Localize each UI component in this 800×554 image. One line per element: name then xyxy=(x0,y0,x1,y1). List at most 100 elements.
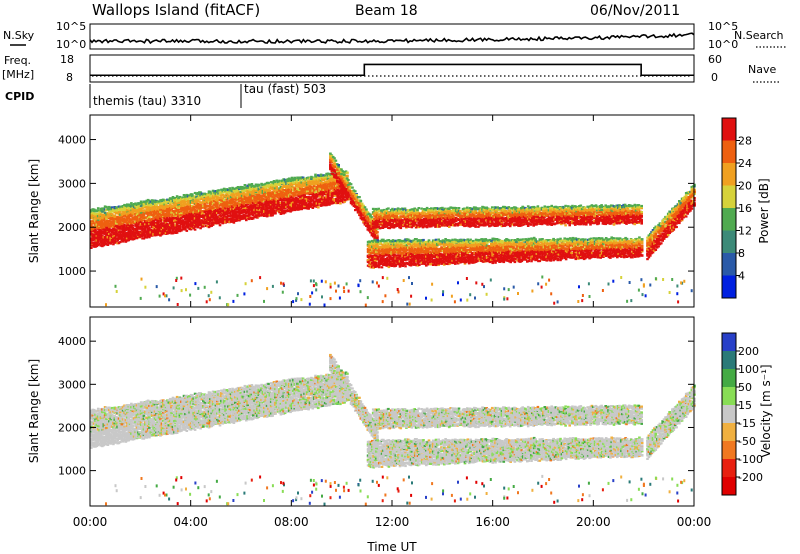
echo-cell xyxy=(167,218,171,221)
echo-cell xyxy=(121,212,125,215)
echo-cell xyxy=(102,218,106,221)
echo-cell xyxy=(166,218,169,221)
echo-cell xyxy=(119,235,122,238)
echo-cell xyxy=(153,229,157,232)
freq-panel xyxy=(89,54,695,83)
echo-cell xyxy=(90,223,93,226)
echo-cell xyxy=(105,233,108,236)
echo-cell xyxy=(167,210,171,213)
echo-cell xyxy=(130,202,133,205)
echo-cell xyxy=(185,220,189,223)
echo-cell xyxy=(130,222,133,225)
echo-cell xyxy=(141,225,144,228)
echo-cell xyxy=(160,219,164,222)
echo-cell xyxy=(186,218,190,221)
echo-cell xyxy=(202,225,205,228)
echo-cell xyxy=(109,236,112,239)
echo-cell xyxy=(105,224,108,227)
echo-cell xyxy=(175,211,179,215)
echo-cell xyxy=(144,221,147,224)
echo-cell xyxy=(141,211,144,214)
echo-cell xyxy=(160,214,164,217)
echo-cell xyxy=(167,208,171,211)
echo-cell xyxy=(167,198,171,201)
echo-cell xyxy=(109,213,112,216)
echo-cell xyxy=(95,235,99,239)
echo-cell xyxy=(108,241,111,244)
echo-cell xyxy=(108,239,111,242)
echo-cell xyxy=(171,210,175,213)
echo-cell xyxy=(180,221,183,224)
echo-cell xyxy=(132,217,136,220)
echo-cell xyxy=(109,228,112,231)
echo-cell xyxy=(126,219,129,222)
echo-cell xyxy=(126,237,129,240)
echo-cell xyxy=(131,224,135,227)
echo-cell xyxy=(95,218,99,221)
echo-cell xyxy=(113,232,117,235)
echo-cell xyxy=(121,208,125,212)
echo-cell xyxy=(113,239,117,242)
echo-cell xyxy=(99,241,103,244)
echo-cell xyxy=(305,190,309,193)
echo-cell xyxy=(171,205,175,208)
echo-cell xyxy=(182,222,186,225)
echo-cell xyxy=(124,221,128,224)
echo-cell xyxy=(112,220,115,223)
echo-cell xyxy=(162,202,165,205)
echo-cell xyxy=(109,210,112,213)
echo-cell xyxy=(112,236,115,239)
echo-cell xyxy=(96,220,100,223)
echo-cell xyxy=(114,215,118,218)
echo-cell xyxy=(142,217,146,220)
echo-cell xyxy=(153,209,157,213)
echo-cell xyxy=(167,227,171,230)
echo-cell xyxy=(131,230,135,233)
echo-cell xyxy=(117,242,121,245)
echo-cell xyxy=(127,234,130,237)
echo-cell xyxy=(135,211,139,214)
echo-cell xyxy=(159,213,162,217)
echo-cell xyxy=(90,216,93,219)
echo-cell xyxy=(112,217,115,220)
echo-cell xyxy=(109,233,112,236)
echo-cell xyxy=(106,224,110,227)
echo-cell xyxy=(275,185,279,188)
echo-cell xyxy=(138,202,141,205)
echo-cell xyxy=(92,243,96,246)
echo-cell xyxy=(134,217,137,220)
echo-cell xyxy=(185,203,189,206)
echo-cell xyxy=(185,225,189,228)
echo-cell xyxy=(121,225,125,228)
echo-cell xyxy=(108,217,111,220)
echo-cell xyxy=(173,203,176,206)
echo-cell xyxy=(130,219,133,222)
echo-cell xyxy=(103,214,107,217)
echo-cell xyxy=(178,196,182,199)
echo-cell xyxy=(99,233,103,236)
echo-cell xyxy=(113,224,117,227)
echo-cell xyxy=(159,231,162,235)
echo-cell xyxy=(168,197,172,200)
echo-cell xyxy=(170,197,173,200)
echo-cell xyxy=(99,216,103,219)
echo-cell xyxy=(152,213,155,216)
echo-cell xyxy=(160,215,164,218)
echo-cell xyxy=(144,236,147,239)
echo-cell xyxy=(178,227,182,230)
echo-cell xyxy=(99,220,103,224)
echo-cell xyxy=(145,216,148,219)
echo-cell xyxy=(160,224,164,227)
echo-cell xyxy=(127,206,130,209)
echo-cell xyxy=(139,208,143,211)
echo-cell xyxy=(162,222,165,225)
echo-cell xyxy=(105,213,108,216)
echo-cell xyxy=(141,202,144,205)
echo-cell xyxy=(103,229,107,232)
echo-cell xyxy=(180,200,183,203)
echo-cell xyxy=(98,226,101,229)
echo-cell xyxy=(157,226,161,229)
echo-cell xyxy=(94,228,97,231)
echo-cell xyxy=(153,199,157,202)
echo-cell xyxy=(164,221,168,224)
